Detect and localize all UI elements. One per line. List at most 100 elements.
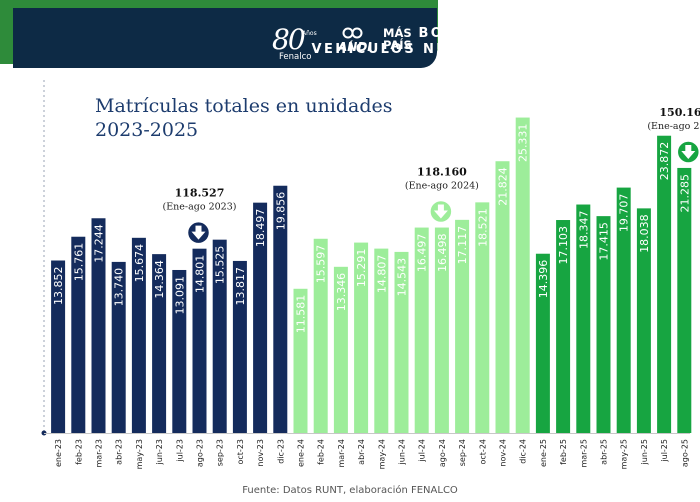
bar-jun-25 — [636, 208, 651, 433]
x-tick-label: jul-24 — [418, 439, 427, 463]
bar-jul-25 — [657, 135, 672, 433]
arrow-down-glyph — [433, 204, 448, 219]
andi-logo: ANDI — [336, 27, 376, 55]
bar-value-label: 18.347 — [577, 211, 590, 250]
bar-value-label: 17.103 — [557, 226, 570, 264]
annotation-period: (Ene-ago 2025) — [647, 121, 700, 132]
x-tick-label: ago-23 — [196, 439, 205, 467]
fenalco-logo: 80 Años Fenalco — [270, 23, 332, 65]
bar-value-label: 15.597 — [315, 245, 328, 283]
x-tick-label: abr-23 — [115, 439, 124, 465]
x-tick-label: abr-25 — [600, 439, 609, 465]
header-banner — [13, 8, 437, 68]
bar-value-label: 14.396 — [537, 260, 550, 299]
chart-title-line2: 2023-2025 — [95, 119, 199, 141]
annotation-period: (Ene-ago 2023) — [163, 202, 237, 213]
annotation-total: 118.160 — [417, 166, 467, 179]
bar-abr-23 — [111, 261, 126, 433]
x-tick-label: feb-24 — [317, 439, 326, 465]
bar-sep-23 — [212, 239, 227, 433]
fenalco-name: Fenalco — [279, 52, 312, 62]
x-tick-label: feb-23 — [74, 439, 83, 465]
x-tick-label: jun-25 — [640, 439, 649, 465]
bar-sep-24 — [455, 219, 470, 433]
x-tick-label: sep-24 — [458, 439, 467, 466]
bar-mar-23 — [91, 218, 106, 433]
bar-value-label: 16.498 — [436, 234, 449, 273]
x-tick-label: mar-24 — [337, 439, 346, 468]
bar-feb-23 — [71, 236, 86, 433]
x-tick-label: feb-25 — [559, 439, 568, 465]
bar-value-label: 14.807 — [375, 255, 388, 294]
fenalco-years-mark: 80 — [272, 23, 306, 56]
annotation-total: 118.527 — [175, 187, 225, 200]
bar-value-label: 21.824 — [497, 167, 510, 206]
bulletin-title-line1: BOLETÍN — [418, 26, 498, 41]
annotation-total: 150.163 — [659, 106, 700, 119]
bar-value-label: 14.364 — [153, 260, 166, 299]
bar-ago-25 — [677, 167, 692, 433]
bar-mar-24 — [333, 266, 348, 433]
bar-may-23 — [131, 237, 146, 433]
x-tick-label: jul-25 — [660, 439, 669, 463]
bar-dic-24 — [515, 117, 530, 433]
mas-pais-logo: MÁS PAÍS — [383, 27, 412, 51]
chart-title: Matrículas totales en unidades 2023-2025 — [95, 94, 393, 142]
bar-value-label: 15.291 — [355, 249, 368, 288]
x-tick-label: may-23 — [135, 439, 144, 469]
bar-value-label: 13.091 — [173, 276, 186, 315]
bulletin-title-line2: VEHÍCULOS NUEVOS — [311, 42, 498, 57]
bar-abr-25 — [596, 216, 611, 433]
bar-may-24 — [374, 248, 389, 433]
x-tick-label: jun-23 — [155, 439, 164, 465]
x-tick-label: ago-24 — [438, 439, 447, 467]
bar-oct-23 — [232, 260, 247, 433]
bar-value-label: 18.497 — [254, 209, 267, 248]
bar-value-label: 23.872 — [658, 142, 671, 181]
x-tick-label: may-25 — [620, 439, 629, 469]
bar-feb-25 — [556, 220, 571, 433]
x-tick-label: ene-23 — [54, 439, 63, 467]
x-tick-label: ene-25 — [539, 439, 548, 467]
bar-value-label: 11.581 — [295, 295, 308, 334]
x-tick-label: abr-24 — [357, 439, 366, 465]
bar-value-label: 17.117 — [456, 226, 469, 265]
bar-value-label: 17.244 — [93, 224, 106, 263]
bar-value-label: 13.852 — [52, 267, 65, 306]
bar-value-label: 21.285 — [678, 174, 691, 213]
bar-jul-23 — [172, 269, 187, 433]
bar-value-label: 19.856 — [274, 192, 287, 231]
bar-value-label: 25.331 — [517, 124, 530, 163]
x-tick-label: sep-23 — [216, 439, 225, 466]
bar-ago-23 — [192, 248, 207, 433]
x-tick-label: mar-25 — [579, 439, 588, 468]
bar-value-label: 13.740 — [113, 268, 126, 307]
x-tick-label: ene-24 — [297, 439, 306, 467]
bar-value-label: 13.346 — [335, 273, 348, 312]
bar-value-label: 16.497 — [416, 234, 429, 273]
x-tick-label: jul-23 — [175, 439, 184, 463]
x-tick-label: oct-24 — [478, 439, 487, 465]
x-tick-label: nov-23 — [256, 439, 265, 467]
arrow-down-glyph — [191, 225, 206, 240]
bar-mar-25 — [576, 204, 591, 433]
bar-jun-24 — [394, 251, 409, 433]
x-tick-label: oct-23 — [236, 439, 245, 465]
andi-name: ANDI — [338, 40, 372, 54]
x-tick-label: may-24 — [377, 439, 386, 469]
bar-jun-23 — [152, 254, 167, 433]
bar-value-label: 14.543 — [396, 258, 409, 297]
fenalco-anos-text: Años — [302, 30, 317, 37]
bar-feb-24 — [313, 238, 328, 433]
bulletin-title: BOLETÍN VEHÍCULOS NUEVOS — [312, 26, 498, 58]
bar-may-25 — [616, 187, 631, 433]
bar-dic-23 — [273, 185, 288, 433]
bar-ene-24 — [293, 288, 308, 433]
bar-nov-23 — [253, 202, 268, 433]
bar-value-label: 15.525 — [214, 246, 227, 284]
x-tick-label: ago-25 — [680, 439, 689, 467]
bar-value-label: 15.674 — [133, 244, 146, 282]
andi-symbol-icon — [342, 27, 363, 39]
chart-title-line1: Matrículas totales en unidades — [95, 95, 393, 117]
